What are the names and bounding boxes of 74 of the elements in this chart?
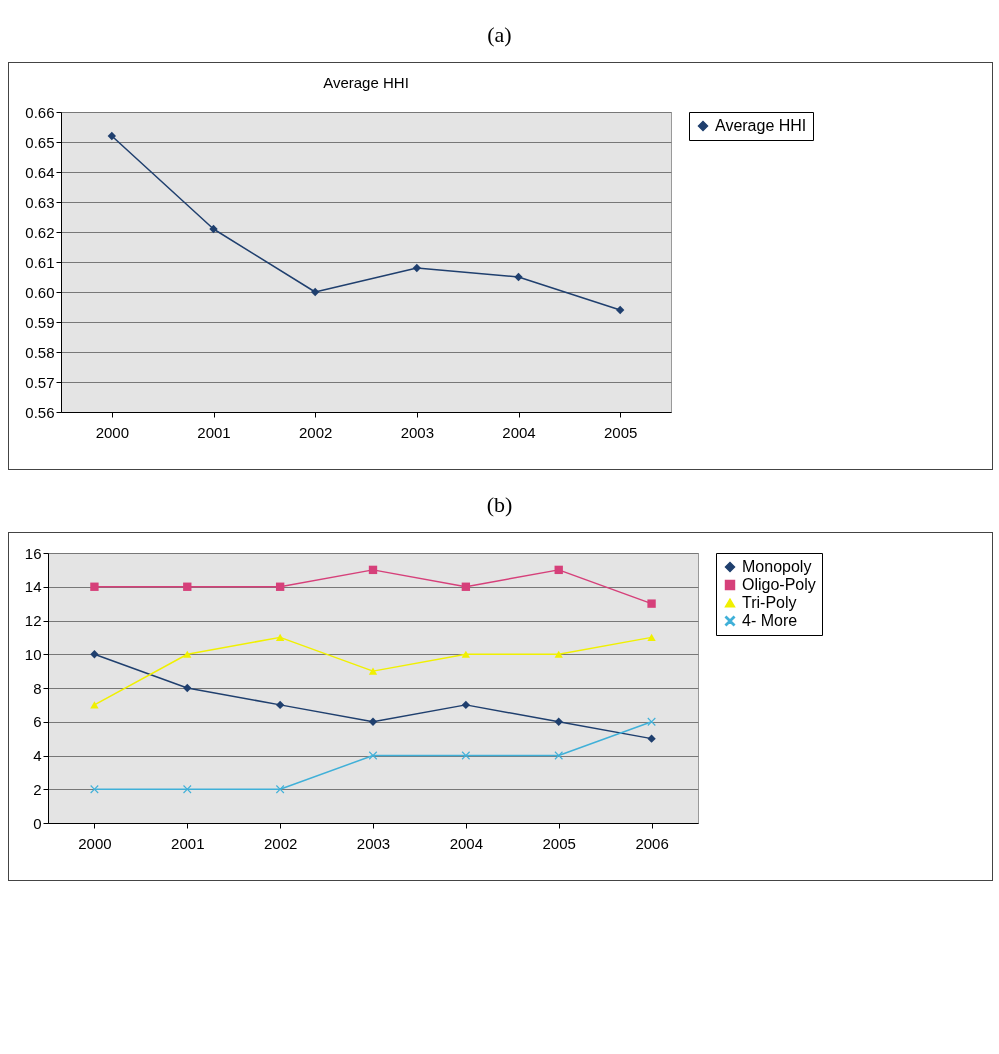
legend-label: Tri-Poly	[742, 594, 797, 611]
y-tick-label: 0.65	[25, 133, 55, 151]
point	[368, 667, 378, 675]
text: (a)	[486, 22, 513, 48]
x-tick-label: 2005	[603, 423, 638, 441]
x-tick-label: 2001	[197, 423, 231, 441]
y-tick-label: 0.66	[25, 103, 55, 121]
y-tick-label: 16	[24, 544, 42, 562]
y-tick-label: 0.56	[25, 403, 55, 421]
x-tick-label: 2000	[95, 423, 130, 441]
point	[368, 751, 378, 760]
y-tick-label: 0.59	[25, 313, 55, 331]
y-tick-label: 0.64	[25, 163, 55, 181]
x-tick-label: 2006	[635, 834, 669, 852]
y-tick-label: 14	[24, 578, 42, 596]
x-tick-label: 2002	[298, 423, 333, 441]
point	[514, 272, 523, 282]
point	[209, 224, 218, 234]
y-tick-label: 0.61	[25, 253, 55, 271]
point	[183, 582, 192, 591]
x-tick-label: 2002	[263, 834, 298, 852]
y-tick-label: 0.63	[25, 193, 55, 211]
point	[554, 751, 563, 760]
legend-label: Oligo-Poly	[742, 576, 816, 593]
point	[368, 717, 378, 726]
point	[647, 599, 656, 608]
point	[107, 131, 117, 141]
x-tick-label: 2001	[171, 834, 205, 852]
text: (b)	[485, 492, 514, 518]
point	[90, 785, 99, 794]
y-tick-label: 10	[24, 645, 42, 663]
x-tick-label: 2005	[542, 834, 576, 852]
point	[461, 650, 471, 658]
y-tick-label: 12	[24, 612, 42, 629]
x-tick-label: 2004	[449, 834, 484, 852]
point	[183, 785, 192, 794]
legend-label: Monopoly	[742, 558, 812, 575]
point	[647, 717, 656, 726]
point	[615, 305, 625, 315]
point	[554, 565, 563, 575]
point	[275, 700, 285, 710]
y-tick-label: 8	[33, 679, 42, 697]
y-tick-label: 0.57	[25, 373, 55, 391]
legend-label: 4- More	[742, 612, 798, 629]
point	[310, 287, 320, 297]
point	[368, 565, 378, 575]
point	[461, 582, 471, 591]
point	[412, 263, 422, 273]
x-tick-label: 2004	[502, 423, 536, 441]
y-tick-label: 0.58	[25, 343, 55, 361]
point	[647, 734, 656, 743]
x-tick-label: 2000	[78, 834, 112, 852]
point	[275, 582, 285, 591]
x-tick-label: 2003	[400, 423, 435, 441]
point	[554, 717, 563, 726]
y-tick-label: 4	[33, 747, 42, 764]
y-tick-label: 0	[33, 814, 42, 832]
point	[275, 785, 285, 794]
y-tick-label: 6	[33, 713, 42, 731]
point	[554, 650, 563, 658]
y-tick-label: 2	[33, 780, 42, 798]
point	[275, 633, 285, 641]
point	[90, 582, 99, 591]
x-tick-label: 2003	[356, 834, 391, 852]
point	[90, 650, 99, 659]
y-tick-label: 0.62	[25, 223, 55, 241]
point	[183, 683, 192, 693]
legend-label: Average HHI	[715, 117, 807, 134]
point	[461, 700, 471, 710]
point	[183, 650, 192, 658]
point	[461, 751, 471, 760]
y-tick-label: 0.60	[25, 283, 55, 301]
chart-title: Average HHI	[323, 74, 409, 91]
point	[647, 633, 656, 641]
